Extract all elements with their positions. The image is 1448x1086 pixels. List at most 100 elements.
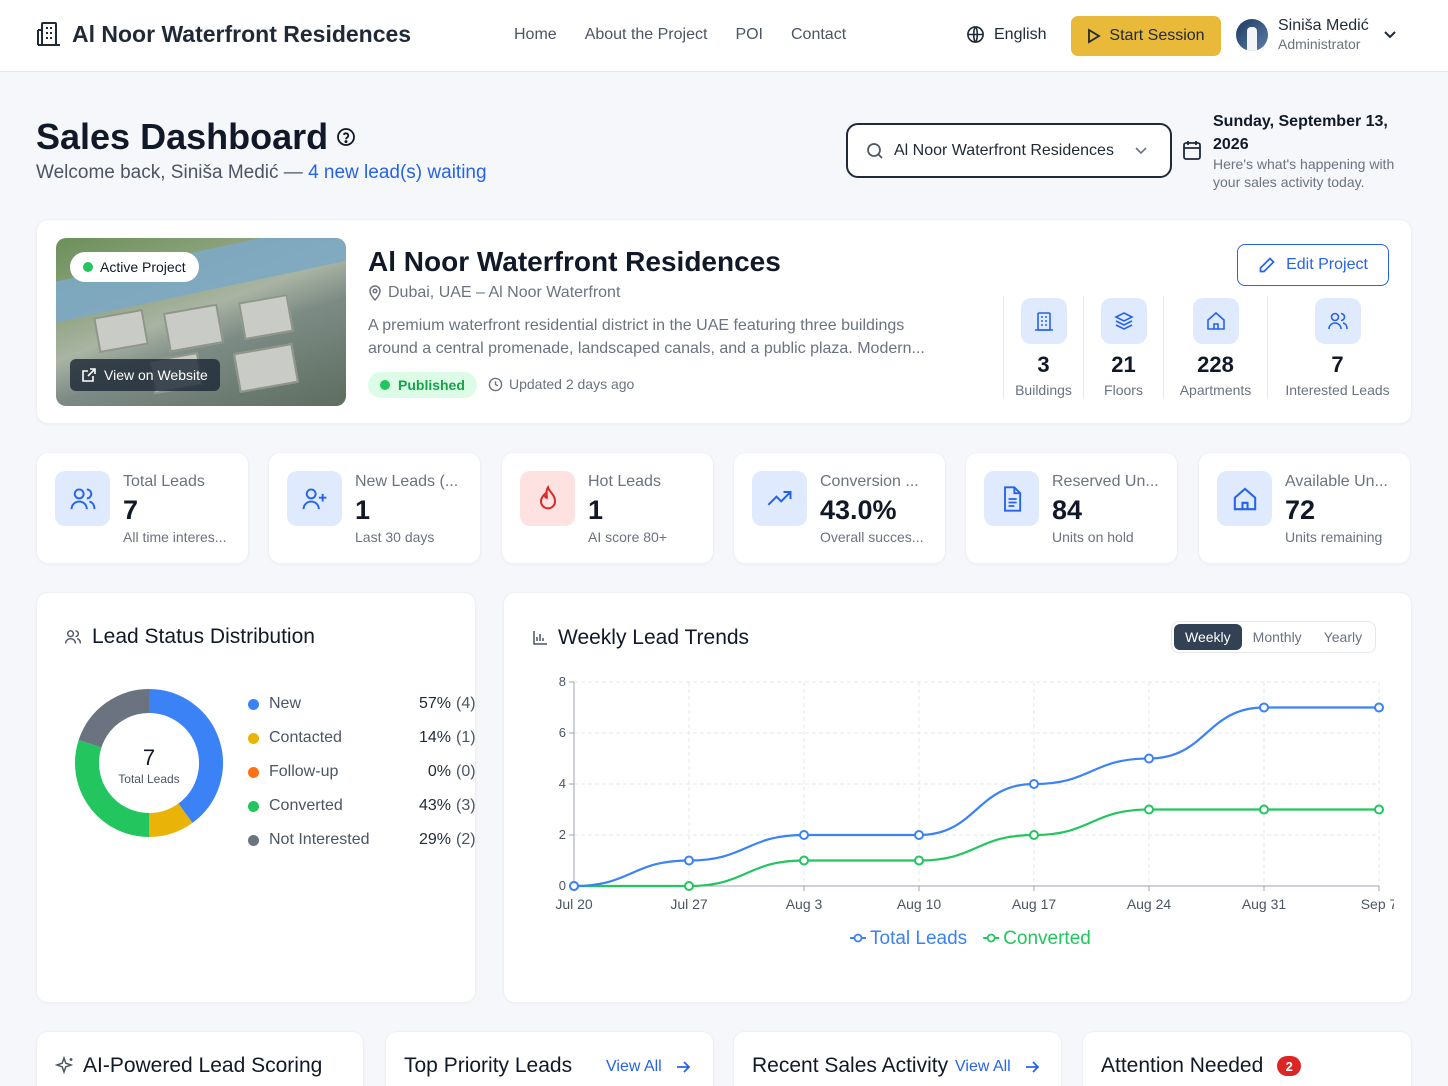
project-select[interactable]: Al Noor Waterfront Residences (846, 123, 1172, 178)
y-tick-label: 0 (559, 878, 566, 893)
kpi-value: 1 (588, 495, 604, 525)
tab-yearly[interactable]: Yearly (1323, 629, 1363, 645)
project-select-value: Al Noor Waterfront Residences (894, 141, 1114, 159)
kpi-subtext: Last 30 days (355, 529, 435, 545)
legend-count: (4) (456, 695, 476, 712)
trends-title: Weekly Lead Trends (532, 626, 749, 650)
chevron-down-icon (1383, 30, 1396, 38)
donut-center-value: 7 (143, 745, 155, 770)
x-tick-label: Jul 20 (555, 896, 593, 912)
kpi-subtext: Units on hold (1052, 529, 1134, 545)
building-icon (37, 22, 60, 46)
legend-name: Not Interested (269, 831, 370, 848)
kpi-new-leads[interactable]: New Leads (... 1 Last 30 days (268, 452, 481, 564)
stat-interested-leads: 7 Interested Leads (1267, 296, 1407, 398)
legend-name: New (269, 695, 302, 712)
brand-name: Al Noor Waterfront Residences (72, 20, 412, 47)
start-session-button[interactable]: Start Session (1071, 16, 1221, 56)
language-selector[interactable]: English (966, 25, 1046, 44)
nav-home[interactable]: Home (514, 26, 557, 43)
kpi-subtext: Overall succes... (820, 529, 924, 545)
date-subtitle: Here's what's happening with your sales … (1213, 156, 1395, 190)
kpi-conversion[interactable]: Conversion ... 43.0% Overall succes... (733, 452, 946, 564)
updated-label: Updated 2 days ago (509, 376, 635, 392)
y-tick-label: 6 (559, 725, 566, 740)
kpi-value: 43.0% (820, 495, 897, 525)
page-title: Sales Dashboard (36, 116, 329, 157)
flame-icon (520, 471, 575, 526)
legend-row-follow-up: Follow-up 0% (0) (248, 755, 476, 789)
kpi-label: Hot Leads (588, 473, 661, 490)
document-icon (984, 471, 1039, 526)
view-all-link[interactable]: View All (955, 1058, 1040, 1076)
edit-project-label: Edit Project (1286, 256, 1368, 273)
project-stats: 3 Buildings 21 Floors 228 Apartments 7 I… (1003, 296, 1407, 398)
legend-dot (248, 800, 259, 812)
user-menu[interactable]: Siniša Medić Administrator (1236, 17, 1397, 52)
distribution-title: Lead Status Distribution (64, 625, 315, 649)
nav-poi[interactable]: POI (735, 26, 763, 43)
stat-label: Apartments (1179, 382, 1252, 398)
kpi-label: New Leads (... (355, 473, 459, 490)
stat-value: 228 (1197, 352, 1234, 377)
language-label: English (994, 25, 1047, 43)
arrow-right-icon (676, 1061, 691, 1073)
bar-chart-icon (533, 631, 547, 645)
view-all-link[interactable]: View All (606, 1058, 691, 1076)
project-location-text: Dubai, UAE – Al Noor Waterfront (388, 284, 621, 301)
tab-monthly[interactable]: Monthly (1252, 629, 1302, 645)
recent-sales-title: Recent Sales Activity (752, 1054, 949, 1077)
kpi-value: 7 (123, 495, 139, 525)
view-all-label: View All (955, 1058, 1011, 1075)
tab-weekly[interactable]: Weekly (1174, 624, 1242, 650)
sparkle-icon (55, 1056, 74, 1075)
edit-project-button[interactable]: Edit Project (1237, 244, 1389, 286)
top-bar: Al Noor Waterfront Residences Home About… (0, 0, 1448, 72)
top-priority-leads-card: Top Priority Leads View All (385, 1031, 714, 1086)
new-leads-link[interactable]: 4 new lead(s) waiting (308, 162, 487, 183)
status-dot (83, 262, 93, 272)
kpi-total-leads[interactable]: Total Leads 7 All time interes... (36, 452, 249, 564)
kpi-subtext: Units remaining (1285, 529, 1383, 545)
help-icon[interactable] (336, 127, 356, 147)
kpi-label: Total Leads (123, 473, 205, 490)
data-point-converted (799, 855, 809, 866)
calendar-icon (1183, 141, 1201, 160)
data-point-total-leads (1029, 779, 1039, 789)
legend-label-total-leads: Total Leads (870, 928, 967, 949)
play-icon (1088, 28, 1102, 44)
legend-count: (2) (456, 831, 476, 848)
external-link-icon (82, 368, 96, 382)
stat-label: Buildings (1015, 382, 1072, 398)
updated-text: Updated 2 days ago (488, 376, 634, 392)
data-point-converted (684, 881, 694, 891)
welcome-prefix: Welcome back, Siniša Medić — (36, 162, 309, 183)
kpi-reserved-units[interactable]: Reserved Un... 84 Units on hold (965, 452, 1178, 564)
kpi-subtext: AI score 80+ (588, 529, 667, 545)
stat-value: 7 (1331, 352, 1344, 377)
legend-count: (0) (456, 763, 476, 780)
nav-about[interactable]: About the Project (584, 26, 708, 43)
lead-status-distribution-card: Lead Status Distribution 7 Total Leads N… (36, 592, 476, 1003)
nav-contact[interactable]: Contact (791, 26, 847, 43)
published-badge: Published (368, 372, 477, 398)
home-icon (1192, 298, 1239, 344)
data-point-converted (1144, 804, 1154, 815)
kpi-label: Conversion ... (820, 473, 919, 490)
legend-row-contacted: Contacted 14% (1) (248, 721, 476, 755)
legend-count: (3) (456, 797, 476, 814)
y-tick-label: 8 (559, 674, 566, 689)
data-point-converted (1029, 830, 1039, 840)
kpi-available-units[interactable]: Available Un... 72 Units remaining (1198, 452, 1411, 564)
project-description: A premium waterfront residential distric… (368, 317, 925, 357)
published-dot (380, 380, 390, 390)
view-website-label: View on Website (104, 367, 208, 383)
stat-label: Interested Leads (1285, 382, 1390, 398)
published-label: Published (398, 377, 465, 393)
series-line-converted (574, 808, 1379, 888)
data-point-total-leads (569, 881, 579, 891)
kpi-hot-leads[interactable]: Hot Leads 1 AI score 80+ (501, 452, 714, 564)
legend-count: (1) (456, 729, 476, 746)
view-website-button[interactable]: View on Website (70, 359, 220, 391)
brand[interactable]: Al Noor Waterfront Residences (36, 20, 411, 48)
